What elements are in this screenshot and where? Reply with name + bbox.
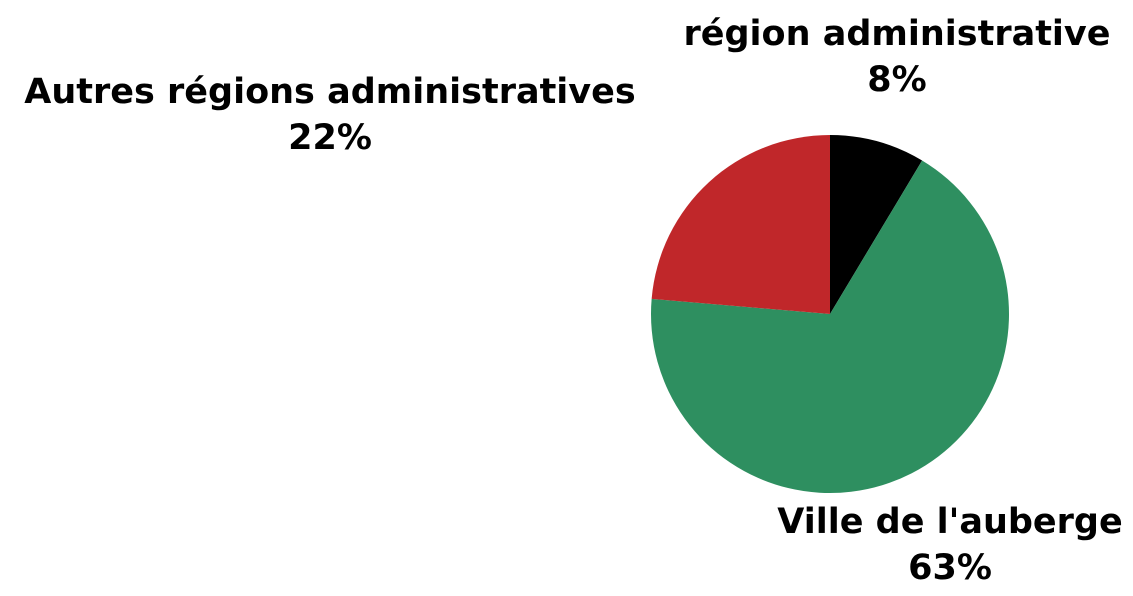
slice-percent-text: 22%	[288, 117, 372, 158]
slice-category-text: Ville de l'auberge	[777, 502, 1123, 542]
pie-slice-ville-de-l-auberge	[651, 160, 1010, 494]
slice-label-region-administrative: région administrative 8%	[672, 12, 1122, 103]
slice-category-text: Autres régions administratives	[24, 72, 636, 112]
slice-category-text: région administrative	[683, 14, 1111, 54]
pie-slice-autres-regions-administratives	[651, 135, 830, 314]
slice-label-autres-regions-administratives: Autres régions administratives 22%	[0, 70, 660, 161]
pie-slice-region-administrative	[830, 135, 923, 314]
slice-percent-text: 8%	[867, 59, 927, 100]
slice-percent-text: 63%	[908, 547, 992, 588]
slice-label-ville-de-l-auberge: Ville de l'auberge 63%	[760, 500, 1133, 591]
